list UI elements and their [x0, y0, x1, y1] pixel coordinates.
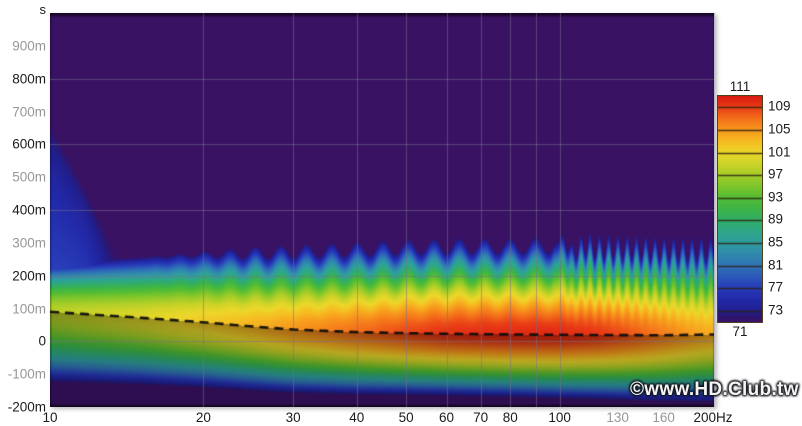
- colorbar: [717, 95, 763, 323]
- time-tick-label: 600m: [12, 136, 46, 152]
- colorbar-tick-label: 109: [768, 98, 791, 114]
- colorbar-tick-label: 101: [768, 144, 791, 159]
- colorbar-tick-label: 97: [768, 166, 784, 182]
- colorbar-tick-label: 89: [768, 211, 784, 227]
- frequency-tick-label: 30: [285, 410, 301, 425]
- time-tick-label: -100m: [7, 366, 46, 382]
- frequency-tick-label: 40: [349, 410, 365, 425]
- colorbar-tick-label: 77: [768, 279, 784, 295]
- time-tick-label: 900m: [12, 38, 46, 54]
- colorbar-tick-label: 85: [768, 234, 784, 250]
- colorbar-tick-label: 73: [768, 302, 784, 318]
- frequency-tick-label: 100: [548, 410, 571, 425]
- time-tick-label: 300m: [12, 235, 46, 251]
- time-tick-label: 0: [38, 333, 46, 349]
- colorbar-tick-label: 105: [768, 121, 791, 137]
- frequency-tick-label: 60: [439, 410, 455, 425]
- colorbar-max-label: 111: [729, 79, 751, 94]
- time-tick-label: -200m: [7, 399, 46, 415]
- time-tick-label: 800m: [12, 71, 46, 87]
- watermark: ©www.HD.Club.tw: [630, 379, 799, 400]
- time-tick-label: 500m: [12, 169, 46, 185]
- colorbar-tick-label: 81: [768, 257, 784, 272]
- frequency-tick-label: 10: [42, 410, 58, 425]
- spectrogram-heatmap-canvas[interactable]: [50, 13, 714, 407]
- time-tick-label: 100m: [12, 301, 46, 316]
- spectrogram-plot-area[interactable]: [50, 13, 715, 407]
- frequency-tick-label: 70: [473, 410, 489, 425]
- colorbar-tick-label: 93: [768, 189, 784, 205]
- frequency-tick-label: 200Hz: [693, 410, 733, 425]
- frequency-tick-label: 160: [652, 410, 675, 425]
- time-tick-label: 700m: [12, 104, 46, 119]
- frequency-tick-label: 130: [606, 410, 629, 425]
- time-tick-label: 200m: [12, 268, 46, 284]
- time-axis-unit-label: s: [39, 2, 47, 17]
- frequency-tick-label: 20: [195, 410, 211, 425]
- frequency-tick-label: 80: [502, 410, 518, 425]
- frequency-tick-label: 50: [398, 410, 414, 425]
- colorbar-min-label: 71: [732, 324, 748, 339]
- time-tick-label: 400m: [12, 202, 46, 218]
